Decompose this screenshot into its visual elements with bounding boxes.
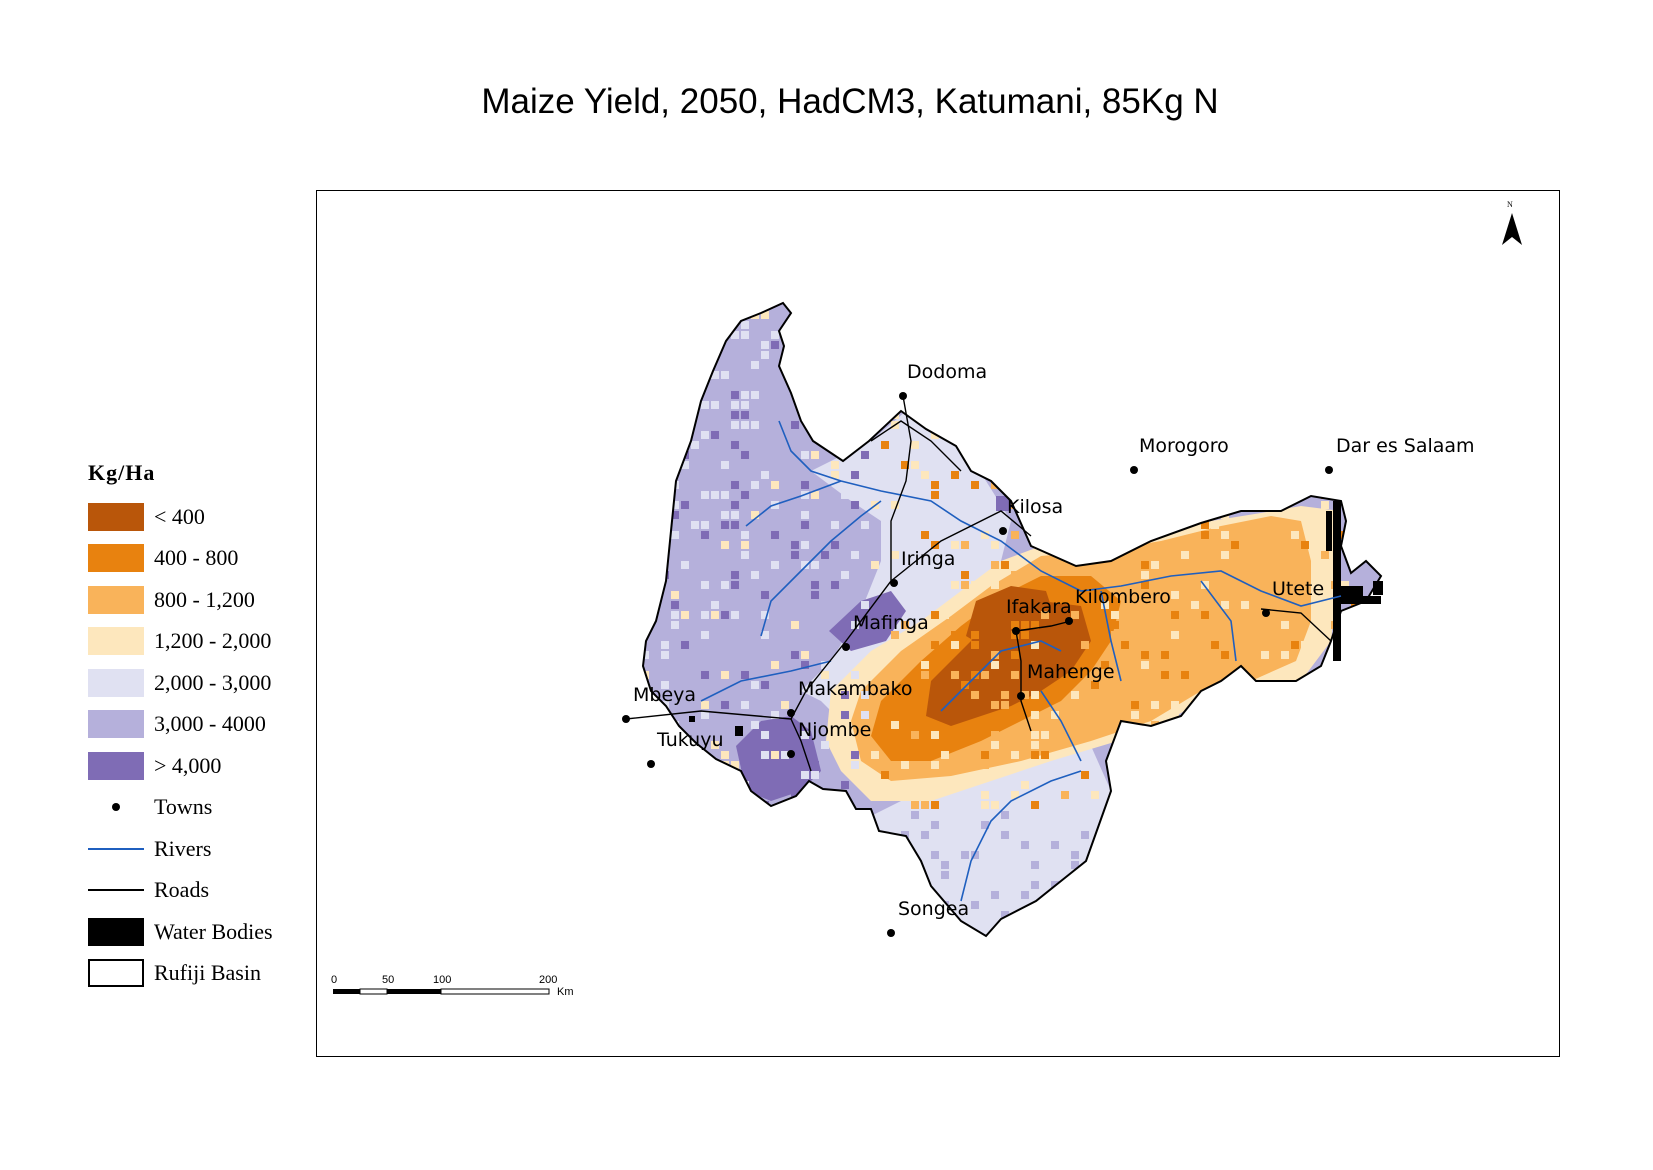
legend-label: Roads bbox=[154, 877, 209, 903]
legend-swatch bbox=[88, 668, 144, 697]
river-line-icon bbox=[88, 835, 144, 863]
legend-label: 2,000 - 3,000 bbox=[154, 669, 272, 695]
town-label-tukuyu: Tukuyu bbox=[656, 729, 724, 751]
scale-bar: 0 50 100 200 Km bbox=[331, 974, 574, 1004]
roads bbox=[625, 395, 1332, 772]
town-dot-ifakara bbox=[1012, 627, 1020, 635]
legend-item-water: Water Bodies bbox=[88, 911, 308, 953]
legend-swatch bbox=[88, 585, 144, 614]
water-bodies bbox=[689, 501, 1383, 736]
town-label-iringa: Iringa bbox=[901, 548, 955, 570]
town-label-makambako: Makambako bbox=[798, 678, 913, 700]
legend-label: 3,000 - 4000 bbox=[154, 711, 266, 737]
town-dot-icon bbox=[88, 793, 144, 821]
legend-label: 800 - 1,200 bbox=[154, 586, 255, 612]
town-dot-njombe bbox=[787, 750, 795, 758]
legend-item-roads: Roads bbox=[88, 870, 308, 912]
legend-item-class-2: 400 - 800 bbox=[88, 538, 308, 580]
town-dot-mbeya bbox=[622, 715, 630, 723]
town-label-njombe: Njombe bbox=[798, 719, 871, 741]
town-dot-tukuyu bbox=[647, 760, 655, 768]
town-label-mahenge: Mahenge bbox=[1027, 661, 1115, 683]
towns: Dodoma Morogoro Dar es Salaam Kilosa Iringa M… bbox=[622, 361, 1475, 937]
town-dot-utete bbox=[1262, 609, 1270, 617]
town-label-kilombero: Kilombero bbox=[1075, 586, 1171, 608]
town-label-songea: Songea bbox=[898, 898, 969, 920]
town-label-mafinga: Mafinga bbox=[853, 612, 929, 634]
legend-swatch bbox=[88, 751, 144, 780]
town-dot-makambako bbox=[787, 709, 795, 717]
town-label-mbeya: Mbeya bbox=[633, 684, 696, 706]
legend-swatch bbox=[88, 710, 144, 739]
town-label-dodoma: Dodoma bbox=[907, 361, 987, 383]
legend-item-towns: Towns bbox=[88, 787, 308, 829]
map-title: Maize Yield, 2050, HadCM3, Katumani, 85K… bbox=[481, 82, 1219, 121]
town-dot-iringa bbox=[890, 579, 898, 587]
legend-label: 400 - 800 bbox=[154, 545, 239, 571]
legend-label: Water Bodies bbox=[154, 918, 273, 944]
town-dot-mafinga bbox=[842, 643, 850, 651]
legend-title: Kg/Ha bbox=[88, 460, 156, 485]
scale-unit-label: Km bbox=[557, 986, 574, 998]
scale-tick-label: 0 bbox=[331, 974, 338, 986]
legend-item-class-5: 2,000 - 3,000 bbox=[88, 662, 308, 704]
rivers bbox=[700, 420, 1342, 902]
legend-label: Towns bbox=[154, 794, 213, 820]
rufiji-basin-outline bbox=[641, 301, 1383, 938]
town-dot-kilombero bbox=[1065, 617, 1073, 625]
legend-label: Rufiji Basin bbox=[154, 960, 261, 986]
road-line-icon bbox=[88, 876, 144, 904]
scale-bar-graphic bbox=[333, 988, 550, 995]
town-dot-kilosa bbox=[999, 527, 1007, 535]
legend-item-class-1: < 400 bbox=[88, 496, 308, 538]
town-dot-songea bbox=[887, 929, 895, 937]
north-arrow-icon bbox=[1502, 213, 1522, 245]
legend-item-class-6: 3,000 - 4000 bbox=[88, 704, 308, 746]
map-canvas: Dodoma Morogoro Dar es Salaam Kilosa Iringa M… bbox=[622, 301, 1475, 938]
legend-item-basin: Rufiji Basin bbox=[88, 953, 308, 995]
legend-swatch bbox=[88, 627, 144, 656]
town-label-dar-es-salaam: Dar es Salaam bbox=[1336, 435, 1475, 457]
legend-label: Rivers bbox=[154, 835, 212, 861]
north-arrow-label: N bbox=[1507, 200, 1513, 209]
map-frame: Dodoma Morogoro Dar es Salaam Kilosa Iringa M… bbox=[316, 190, 1560, 1057]
town-dot-mahenge bbox=[1017, 692, 1025, 700]
legend-label: 1,200 - 2,000 bbox=[154, 628, 272, 654]
legend: Kg/Ha < 400 400 - 800 800 - 1,200 1,200 … bbox=[88, 460, 308, 994]
water-swatch-icon bbox=[88, 917, 144, 946]
scale-tick-label: 200 bbox=[539, 974, 558, 986]
basin-outline-icon bbox=[88, 959, 144, 988]
town-dot-dar-es-salaam bbox=[1325, 466, 1333, 474]
legend-item-rivers: Rivers bbox=[88, 828, 308, 870]
legend-item-class-3: 800 - 1,200 bbox=[88, 579, 308, 621]
town-dot-morogoro bbox=[1130, 466, 1138, 474]
town-label-utete: Utete bbox=[1272, 578, 1324, 600]
scale-tick-label: 100 bbox=[433, 974, 452, 986]
legend-swatch bbox=[88, 544, 144, 573]
legend-item-class-7: > 4,000 bbox=[88, 745, 308, 787]
town-label-morogoro: Morogoro bbox=[1139, 435, 1229, 457]
town-label-ifakara: Ifakara bbox=[1006, 596, 1072, 618]
legend-label: > 4,000 bbox=[154, 752, 222, 778]
scale-tick-label: 50 bbox=[382, 974, 395, 986]
legend-label: < 400 bbox=[154, 503, 205, 529]
legend-item-class-4: 1,200 - 2,000 bbox=[88, 621, 308, 663]
legend-swatch bbox=[88, 502, 144, 531]
town-label-kilosa: Kilosa bbox=[1007, 496, 1063, 518]
town-dot-dodoma bbox=[899, 392, 907, 400]
